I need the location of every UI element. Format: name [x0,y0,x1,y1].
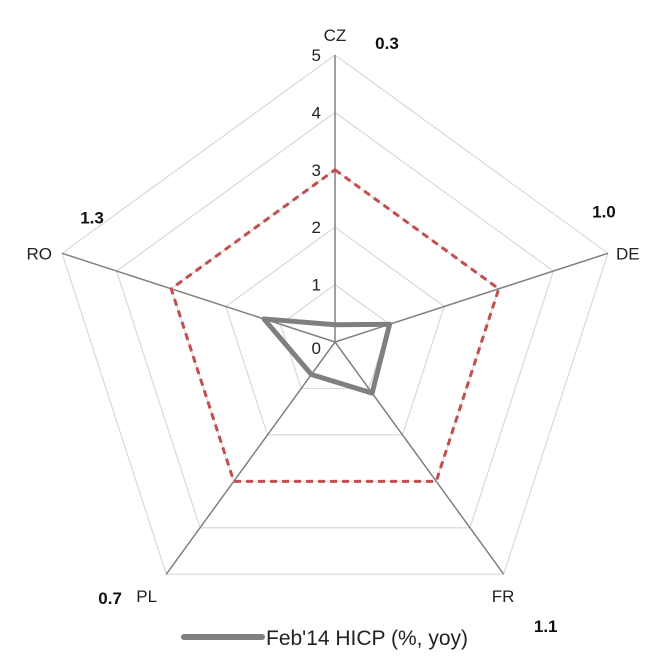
legend: Feb'14 HICP (%, yoy) [181,627,468,650]
series-1-line [169,168,501,483]
radial-tick-3: 3 [312,161,321,180]
radial-tick-1: 1 [312,276,321,295]
grid-ring-4 [115,111,555,529]
legend-label: Feb'14 HICP (%, yoy) [266,627,468,650]
radial-tick-labels: 0 1 2 3 4 5 [312,46,321,358]
grid-ring-1 [279,283,391,390]
radial-tick-5: 5 [312,46,321,65]
axis-spoke-de [334,252,609,343]
data-label-pl: 0.7 [98,589,122,608]
category-label-de: DE [616,244,640,263]
data-labels: 0.3 1.0 1.1 0.7 1.3 [80,34,616,636]
radial-tick-2: 2 [312,218,321,237]
data-label-ro: 1.3 [80,208,104,227]
category-label-cz: CZ [324,26,347,45]
category-label-pl: PL [136,587,157,606]
radar-axes [61,55,609,575]
data-label-cz: 0.3 [375,34,399,53]
radar-series [169,168,501,483]
radial-tick-0: 0 [312,339,321,358]
axis-spoke-fr [334,341,505,575]
category-label-ro: RO [27,244,53,263]
series-0-line [261,316,393,396]
data-label-fr: 1.1 [534,617,558,636]
data-label-de: 1.0 [592,202,616,221]
axis-spoke-pl [165,341,336,575]
category-label-fr: FR [492,587,515,606]
grid-ring-5 [61,54,609,575]
axis-spoke-ro [61,252,336,343]
grid-ring-2 [225,226,445,436]
category-labels: CZ DE FR PL RO [27,26,640,606]
radial-tick-4: 4 [312,103,321,122]
